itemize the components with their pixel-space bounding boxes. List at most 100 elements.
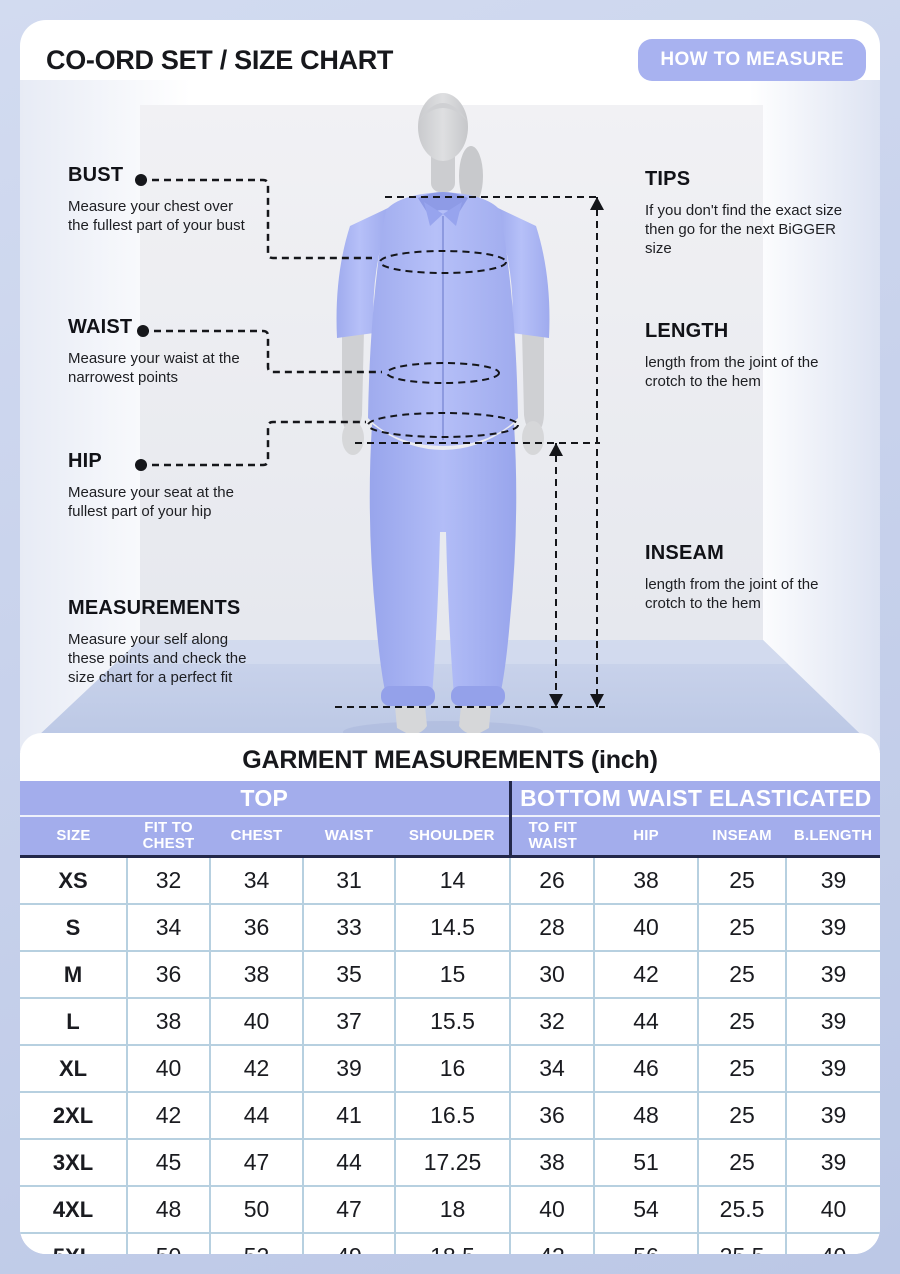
measurement-cell: 40 bbox=[785, 1185, 880, 1233]
waist-measure-ellipse bbox=[386, 362, 500, 384]
measurement-cell: 34 bbox=[509, 1044, 595, 1092]
measurement-cell: 25 bbox=[697, 1138, 787, 1186]
hip-dot bbox=[135, 459, 147, 471]
measurement-cell: 36 bbox=[126, 950, 210, 998]
chest-measure-ellipse bbox=[379, 250, 507, 274]
tips-description: If you don't find the exact size then go… bbox=[645, 202, 843, 258]
measurement-cell: 25 bbox=[697, 856, 787, 904]
measurement-cell: 42 bbox=[126, 1091, 210, 1139]
col-waist: WAIST bbox=[303, 816, 395, 858]
measurement-cell: 25 bbox=[697, 903, 787, 951]
measurement-cell: 16 bbox=[393, 1044, 511, 1092]
measurement-cell: 34 bbox=[209, 856, 303, 904]
measurement-cell: 18 bbox=[393, 1185, 511, 1233]
measurement-cell: 48 bbox=[126, 1185, 210, 1233]
measurements-label: MEASUREMENTS bbox=[68, 597, 241, 619]
measurement-cell: 40 bbox=[785, 1232, 880, 1254]
col-to-fit-waist: TO FIT WAIST bbox=[508, 816, 595, 858]
measurement-cell: 39 bbox=[785, 950, 880, 998]
inseam-label: INSEAM bbox=[645, 542, 724, 564]
measurement-cell: 18.5 bbox=[393, 1232, 511, 1254]
measurement-lines bbox=[335, 196, 605, 708]
measurement-cell: 42 bbox=[509, 1232, 595, 1254]
col-hip: HIP bbox=[594, 816, 699, 858]
measurement-cell: 38 bbox=[209, 950, 303, 998]
measurement-cell: 37 bbox=[302, 997, 395, 1045]
measurement-cell: 42 bbox=[593, 950, 699, 998]
measurement-cell: 39 bbox=[785, 903, 880, 951]
mannequin-figure bbox=[336, 93, 550, 735]
size-table: TOP BOTTOM WAIST ELASTICATED SIZE FIT TO… bbox=[20, 781, 880, 1254]
col-chest: CHEST bbox=[210, 816, 303, 858]
measurement-cell: 25.5 bbox=[697, 1185, 787, 1233]
measurement-cell: 40 bbox=[209, 997, 303, 1045]
table-row: XS 32 34 31 14 26 38 25 39 bbox=[20, 856, 880, 904]
measurements-annotation: MEASUREMENTS Measure your self along the… bbox=[68, 597, 258, 688]
inseam-bottom-arrow bbox=[549, 694, 563, 707]
col-b-length: B.LENGTH bbox=[786, 816, 880, 858]
measurement-cell: 15 bbox=[393, 950, 511, 998]
hip-description: Measure your seat at the fullest part of… bbox=[68, 484, 234, 521]
length-annotation: LENGTH length from the joint of the crot… bbox=[645, 320, 850, 391]
size-label: L bbox=[20, 997, 127, 1045]
measurement-cell: 25 bbox=[697, 950, 787, 998]
measurement-cell: 15.5 bbox=[393, 997, 511, 1045]
waist-annotation: WAIST Measure your waist at the narrowes… bbox=[68, 316, 258, 387]
measurement-cell: 40 bbox=[509, 1185, 595, 1233]
measurement-cell: 36 bbox=[509, 1091, 595, 1139]
size-chart-card: CO-ORD SET / SIZE CHART HOW TO MEASURE bbox=[20, 20, 880, 1254]
col-inseam: INSEAM bbox=[698, 816, 787, 858]
table-row: XL 40 42 39 16 34 46 25 39 bbox=[20, 1044, 880, 1092]
measurement-cell: 49 bbox=[302, 1232, 395, 1254]
length-bottom-arrow bbox=[590, 694, 604, 707]
measurement-cell: 25.5 bbox=[697, 1232, 787, 1254]
col-shoulder: SHOULDER bbox=[395, 816, 511, 858]
card-header: CO-ORD SET / SIZE CHART HOW TO MEASURE bbox=[46, 36, 866, 84]
inseam-description: length from the joint of the crotch to t… bbox=[645, 576, 819, 613]
waist-connector bbox=[142, 329, 382, 374]
table-row: 3XL 45 47 44 17.25 38 51 25 39 bbox=[20, 1138, 880, 1186]
bust-description: Measure your chest over the fullest part… bbox=[68, 198, 245, 235]
length-description: length from the joint of the crotch to t… bbox=[645, 354, 819, 391]
col-size: SIZE bbox=[20, 816, 127, 858]
measurement-cell: 45 bbox=[126, 1138, 210, 1186]
measurement-cell: 25 bbox=[697, 997, 787, 1045]
measurement-cell: 39 bbox=[785, 1044, 880, 1092]
size-label: M bbox=[20, 950, 127, 998]
measurement-cell: 28 bbox=[509, 903, 595, 951]
measurement-cell: 35 bbox=[302, 950, 395, 998]
waist-dot bbox=[137, 325, 149, 337]
measurement-cell: 56 bbox=[593, 1232, 699, 1254]
figure-area: BUST Measure your chest over the fullest… bbox=[20, 80, 880, 753]
measurement-cell: 26 bbox=[509, 856, 595, 904]
how-to-measure-button[interactable]: HOW TO MEASURE bbox=[638, 39, 866, 81]
group-header-bottom: BOTTOM WAIST ELASTICATED bbox=[510, 781, 880, 817]
length-label: LENGTH bbox=[645, 320, 729, 342]
inseam-annotation: INSEAM length from the joint of the crot… bbox=[645, 542, 850, 613]
size-label: XS bbox=[20, 856, 127, 904]
measurement-cell: 39 bbox=[785, 1091, 880, 1139]
measurement-cell: 17.25 bbox=[393, 1138, 511, 1186]
measurement-cell: 47 bbox=[209, 1138, 303, 1186]
mannequin-diagram bbox=[20, 93, 880, 753]
size-table-body: XS 32 34 31 14 26 38 25 39 S 34 36 33 14.5 28 40 25 39 M 36… bbox=[20, 856, 880, 1254]
table-row: L 38 40 37 15.5 32 44 25 39 bbox=[20, 997, 880, 1045]
measurement-cell: 46 bbox=[593, 1044, 699, 1092]
measurement-cell: 54 bbox=[593, 1185, 699, 1233]
measurements-description: Measure your self along these points and… bbox=[68, 631, 247, 687]
measurement-cell: 38 bbox=[509, 1138, 595, 1186]
connector-dots-arrows bbox=[135, 174, 604, 707]
hip-annotation: HIP Measure your seat at the fullest par… bbox=[68, 450, 246, 521]
measurement-cell: 50 bbox=[126, 1232, 210, 1254]
waist-label: WAIST bbox=[68, 316, 133, 338]
measurement-cell: 44 bbox=[302, 1138, 395, 1186]
size-label: 5XL bbox=[20, 1232, 127, 1254]
measurement-cell: 39 bbox=[785, 1138, 880, 1186]
measurement-cell: 33 bbox=[302, 903, 395, 951]
measurement-cell: 39 bbox=[785, 997, 880, 1045]
table-row: 5XL50524918.5425625.540 bbox=[20, 1232, 880, 1254]
column-header-row: SIZE FIT TO CHEST CHEST WAIST SHOULDER T… bbox=[20, 816, 880, 858]
table-title: GARMENT MEASUREMENTS (inch) bbox=[242, 746, 658, 774]
tips-label: TIPS bbox=[645, 168, 691, 190]
measurement-cell: 14 bbox=[393, 856, 511, 904]
